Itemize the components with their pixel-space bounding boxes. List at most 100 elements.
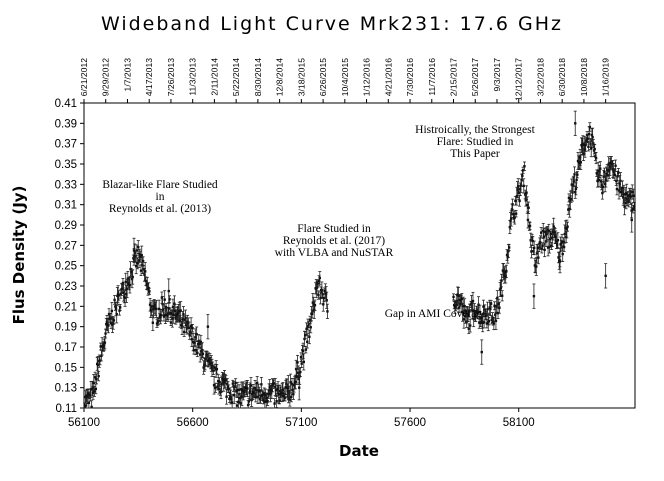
top-date-label: 9/29/2012 bbox=[101, 58, 111, 96]
data-point bbox=[110, 309, 114, 313]
data-point bbox=[586, 137, 589, 140]
x-tick-label: 57100 bbox=[285, 417, 317, 429]
data-point bbox=[619, 179, 622, 183]
data-point bbox=[461, 311, 464, 314]
data-point bbox=[555, 240, 558, 243]
data-point bbox=[109, 321, 113, 325]
top-date-label: 10/4/2015 bbox=[340, 58, 350, 96]
data-point bbox=[315, 286, 319, 289]
data-point bbox=[517, 191, 521, 194]
data-point bbox=[176, 313, 179, 316]
data-point bbox=[197, 340, 200, 343]
data-point bbox=[540, 247, 544, 251]
data-point bbox=[524, 199, 528, 202]
data-point bbox=[514, 199, 517, 203]
data-point bbox=[260, 383, 263, 386]
data-point bbox=[307, 323, 310, 326]
data-point bbox=[255, 381, 259, 385]
data-point bbox=[128, 284, 132, 287]
data-point bbox=[201, 352, 205, 356]
data-point bbox=[630, 218, 633, 222]
data-point bbox=[542, 229, 545, 233]
data-point bbox=[240, 396, 244, 399]
data-point bbox=[149, 308, 152, 312]
data-point bbox=[616, 174, 619, 178]
data-point bbox=[604, 179, 608, 182]
data-point bbox=[199, 340, 203, 344]
y-tick-label: 0.25 bbox=[55, 261, 77, 273]
data-point bbox=[489, 302, 493, 305]
data-point bbox=[269, 388, 273, 391]
data-point bbox=[160, 313, 163, 317]
data-point bbox=[588, 125, 592, 129]
data-point bbox=[598, 170, 601, 173]
data-point bbox=[132, 249, 136, 252]
data-point bbox=[623, 205, 626, 208]
data-point bbox=[497, 302, 500, 306]
data-point bbox=[211, 365, 214, 368]
data-point bbox=[558, 259, 562, 262]
data-point bbox=[622, 193, 626, 196]
data-point bbox=[496, 296, 499, 300]
data-point bbox=[226, 383, 229, 386]
data-point bbox=[218, 380, 221, 384]
data-point bbox=[160, 296, 164, 299]
data-point bbox=[185, 324, 188, 327]
data-point bbox=[631, 190, 634, 194]
data-point bbox=[105, 322, 108, 326]
data-point bbox=[291, 388, 294, 391]
data-point bbox=[518, 199, 521, 203]
data-point bbox=[182, 330, 186, 334]
data-point bbox=[500, 279, 503, 282]
data-point bbox=[263, 400, 267, 404]
data-point bbox=[132, 257, 135, 260]
data-point bbox=[146, 282, 149, 285]
data-point bbox=[571, 191, 574, 194]
data-point bbox=[306, 340, 309, 343]
data-point bbox=[230, 401, 234, 404]
data-point bbox=[230, 397, 233, 401]
data-point bbox=[223, 379, 227, 383]
data-point bbox=[473, 309, 476, 313]
data-point bbox=[242, 389, 245, 393]
data-point bbox=[202, 366, 205, 369]
data-point bbox=[311, 301, 315, 304]
data-point bbox=[171, 317, 174, 320]
y-tick-label: 0.35 bbox=[55, 159, 77, 171]
data-point bbox=[254, 396, 257, 399]
data-point bbox=[587, 132, 591, 136]
data-point bbox=[553, 231, 556, 234]
data-point bbox=[226, 385, 230, 389]
data-point bbox=[530, 250, 533, 253]
data-point bbox=[317, 279, 321, 283]
data-point bbox=[187, 321, 190, 324]
data-point bbox=[169, 321, 173, 324]
data-point bbox=[569, 197, 573, 201]
data-point bbox=[590, 133, 594, 137]
data-point bbox=[632, 194, 635, 197]
data-point bbox=[574, 190, 577, 194]
data-point bbox=[564, 235, 568, 239]
data-point bbox=[125, 287, 129, 290]
data-point bbox=[324, 292, 328, 295]
data-point bbox=[601, 185, 605, 189]
annotations: Blazar-like Flare Studied in Reynolds et a… bbox=[102, 124, 535, 320]
data-point bbox=[258, 398, 262, 401]
data-point bbox=[325, 299, 328, 302]
data-point bbox=[113, 298, 116, 302]
data-point bbox=[532, 294, 536, 298]
data-point bbox=[622, 196, 625, 199]
data-point bbox=[272, 382, 276, 385]
data-point bbox=[624, 193, 627, 196]
top-date-label: 1/16/2019 bbox=[601, 58, 611, 96]
data-point bbox=[605, 173, 608, 176]
y-tick-label: 0.33 bbox=[55, 179, 77, 191]
data-point bbox=[214, 386, 217, 389]
data-point bbox=[196, 351, 199, 355]
data-point bbox=[521, 174, 524, 177]
annotation-line: Reynolds et al. (2017) bbox=[283, 235, 385, 247]
data-point bbox=[548, 237, 552, 241]
data-point bbox=[486, 308, 489, 311]
data-point bbox=[279, 393, 283, 396]
data-point bbox=[573, 173, 576, 176]
